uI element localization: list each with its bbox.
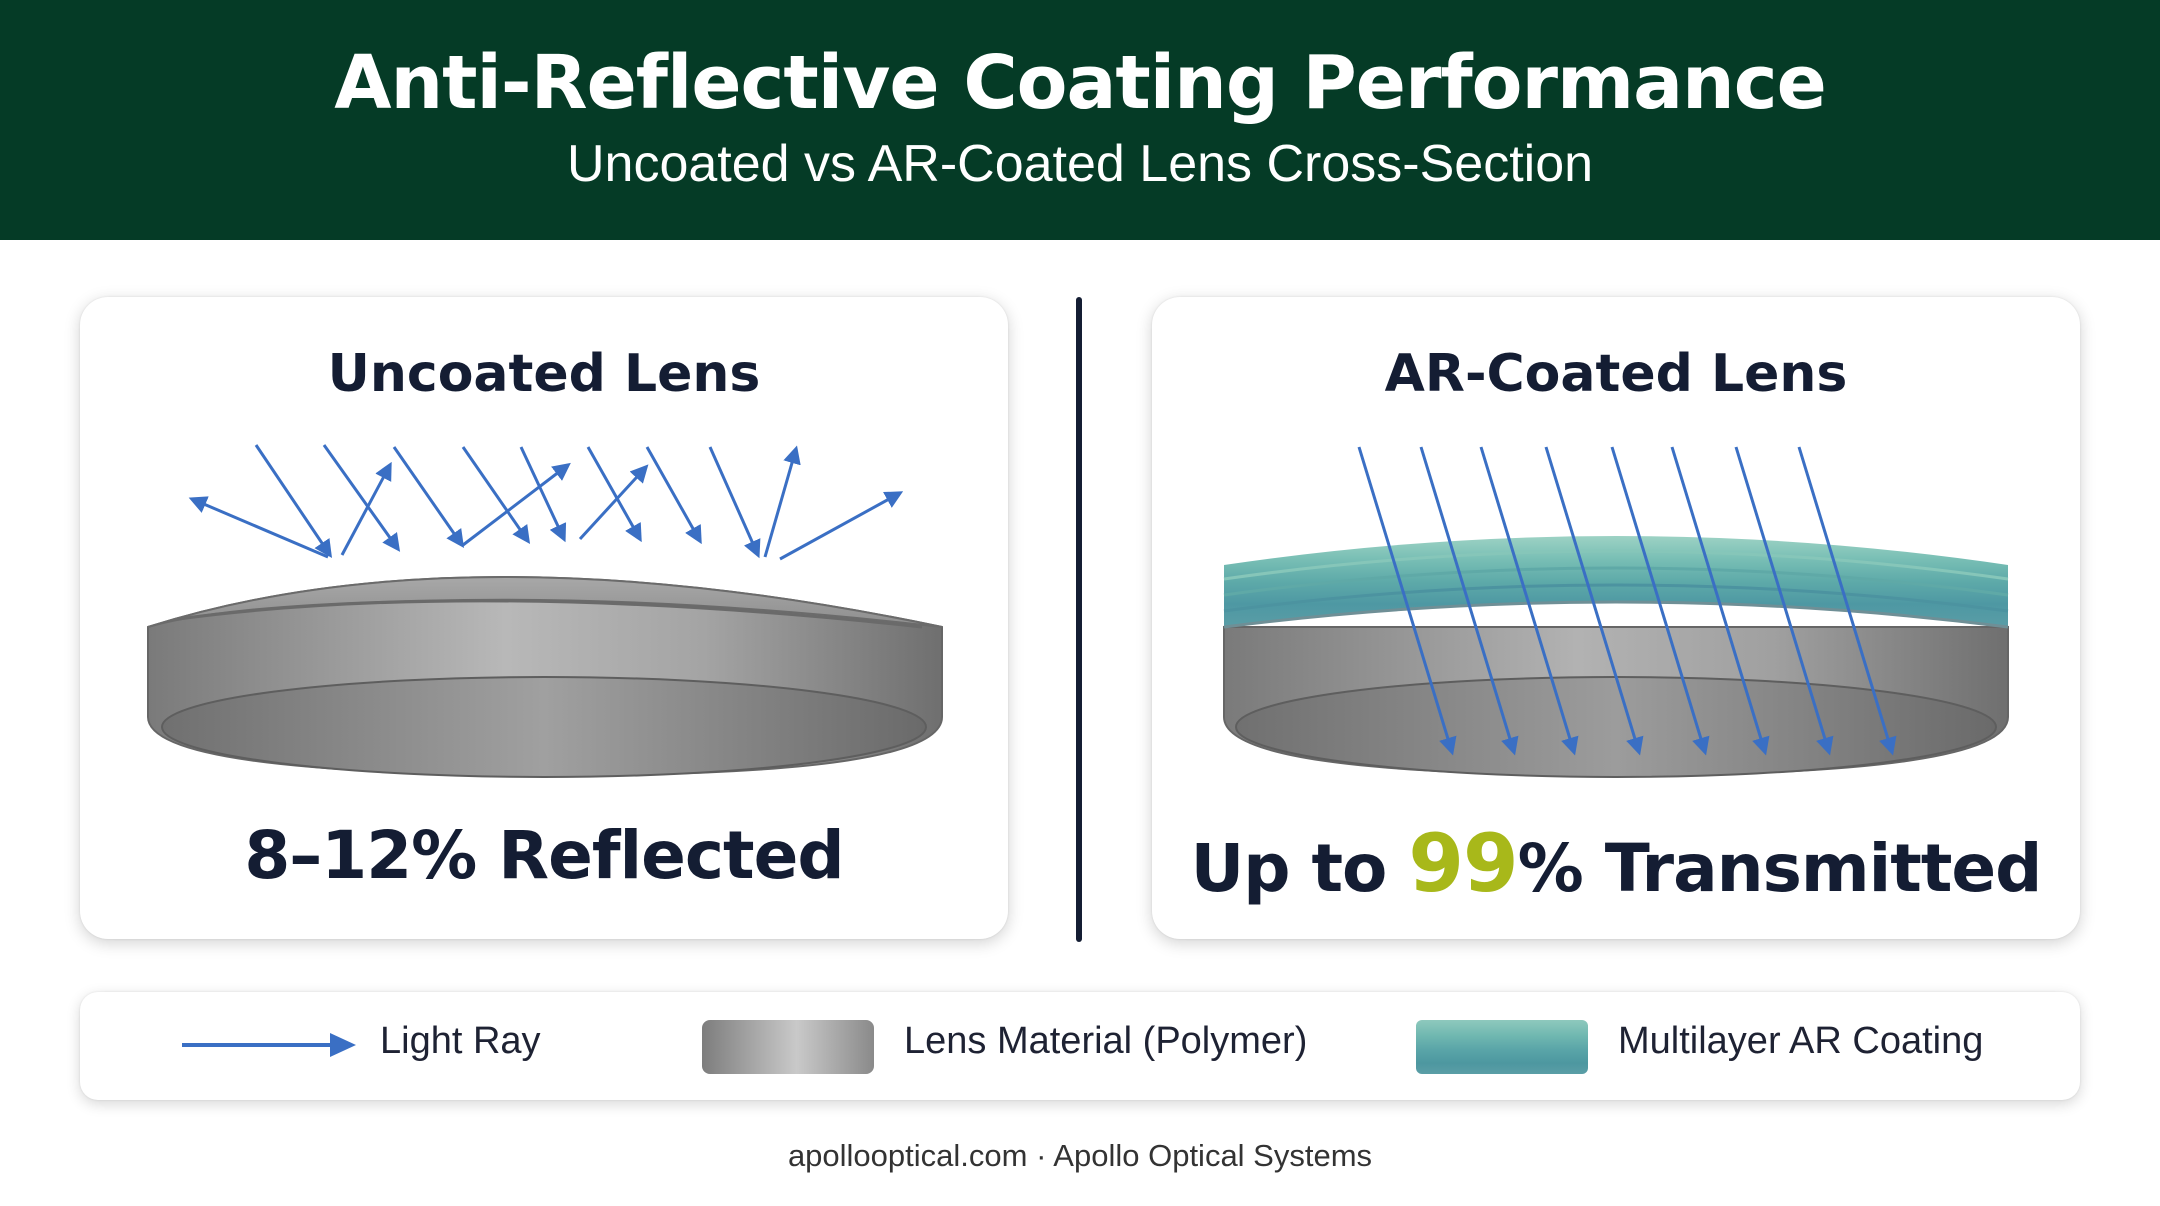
reflected-stat: 8–12% Reflected: [244, 817, 844, 894]
transmitted-stat-value: 99: [1408, 817, 1518, 910]
legend: Light Ray Lens Material (Polymer) Multil…: [80, 992, 2080, 1100]
uncoated-lens-illustration: [147, 444, 943, 778]
transmitted-rays: [1357, 446, 1897, 756]
transmitted-stat-prefix: Up to: [1190, 830, 1409, 907]
panel-divider: [1076, 297, 1082, 942]
header-banner: Anti-Reflective Coating Performance Unco…: [0, 0, 2160, 240]
legend-label-lens-material: Lens Material (Polymer): [904, 1020, 1308, 1062]
uncoated-lens-body: [147, 576, 943, 778]
ar-coating-swatch: [1416, 1020, 1588, 1074]
incident-rays: [254, 444, 761, 559]
page-title: Anti-Reflective Coating Performance: [334, 40, 1827, 126]
coated-panel-title: AR-Coated Lens: [1384, 344, 1848, 404]
arrow-icon: [182, 1033, 356, 1057]
page-subtitle: Uncoated vs AR-Coated Lens Cross-Section: [566, 135, 1594, 193]
legend-label-light-ray: Light Ray: [380, 1020, 541, 1062]
uncoated-lens-panel: Uncoated Lens: [80, 297, 1008, 939]
coated-lens-panel: AR-Coated Lens: [1152, 297, 2080, 939]
coated-lens-body: [1223, 626, 2009, 778]
transmitted-stat-suffix: % Transmitted: [1517, 830, 2043, 907]
uncoated-panel-title: Uncoated Lens: [327, 344, 761, 404]
coated-lens-illustration: [1223, 446, 2009, 778]
transmitted-stat: Up to 99% Transmitted: [1152, 817, 2080, 910]
reflected-rays: [188, 445, 904, 561]
legend-label-ar-coating: Multilayer AR Coating: [1618, 1020, 1984, 1062]
lens-material-swatch: [702, 1020, 874, 1074]
footer-credit: apollooptical.com · Apollo Optical Syste…: [787, 1138, 1373, 1173]
ar-coating-layers: [1223, 536, 2009, 629]
reflection-glints: [316, 528, 779, 579]
